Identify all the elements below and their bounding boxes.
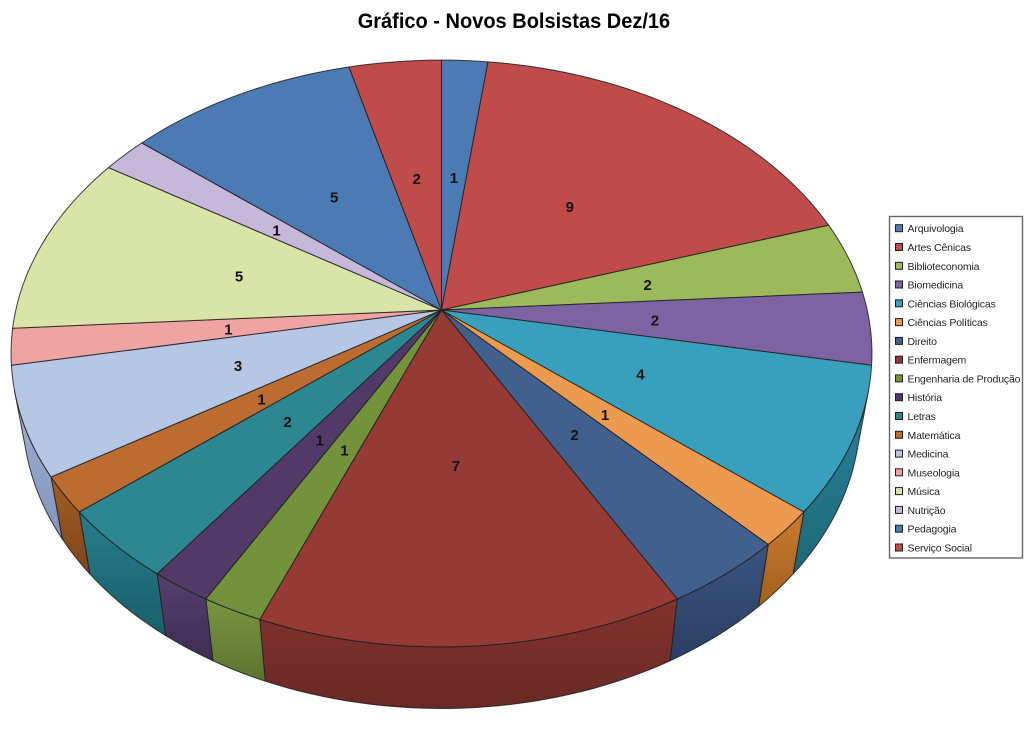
svg-text:7: 7: [452, 458, 460, 475]
svg-text:História: História: [908, 392, 943, 404]
svg-text:Música: Música: [908, 486, 941, 498]
svg-text:Pedagogia: Pedagogia: [908, 524, 957, 536]
svg-text:1: 1: [601, 407, 609, 424]
svg-text:Letras: Letras: [908, 411, 936, 423]
svg-text:1: 1: [257, 392, 265, 409]
svg-text:1: 1: [224, 322, 232, 339]
svg-text:Medicina: Medicina: [908, 449, 949, 461]
svg-text:Gráfico - Novos Bolsistas Dez/: Gráfico - Novos Bolsistas Dez/16: [358, 10, 671, 33]
svg-text:Museologia: Museologia: [908, 467, 961, 479]
svg-text:1: 1: [340, 443, 348, 460]
svg-text:Biblioteconomia: Biblioteconomia: [908, 261, 980, 273]
svg-text:3: 3: [234, 358, 242, 375]
svg-text:2: 2: [644, 277, 652, 294]
svg-text:9: 9: [566, 199, 574, 216]
svg-text:2: 2: [570, 427, 578, 444]
svg-text:5: 5: [330, 190, 338, 207]
svg-text:1: 1: [316, 433, 324, 450]
svg-text:Engenharia de Produção: Engenharia de Produção: [908, 373, 1021, 385]
svg-text:Direito: Direito: [908, 336, 938, 348]
svg-text:2: 2: [651, 313, 659, 330]
svg-text:2: 2: [413, 171, 421, 188]
svg-text:Enfermagem: Enfermagem: [908, 355, 967, 367]
svg-text:Biomedicina: Biomedicina: [908, 280, 964, 292]
svg-text:1: 1: [272, 223, 280, 240]
svg-text:Arquivologia: Arquivologia: [908, 223, 964, 235]
svg-text:5: 5: [235, 269, 243, 286]
svg-text:1: 1: [450, 170, 458, 187]
svg-text:4: 4: [636, 367, 645, 384]
svg-text:Ciências Biológicas: Ciências Biológicas: [908, 298, 996, 310]
svg-text:Artes Cênicas: Artes Cênicas: [908, 242, 971, 254]
svg-text:Matemática: Matemática: [908, 430, 961, 442]
svg-text:Serviço Social: Serviço Social: [908, 543, 972, 555]
svg-text:Ciências Políticas: Ciências Políticas: [908, 317, 988, 329]
svg-text:Nutrição: Nutrição: [908, 505, 946, 517]
svg-text:2: 2: [283, 414, 291, 431]
